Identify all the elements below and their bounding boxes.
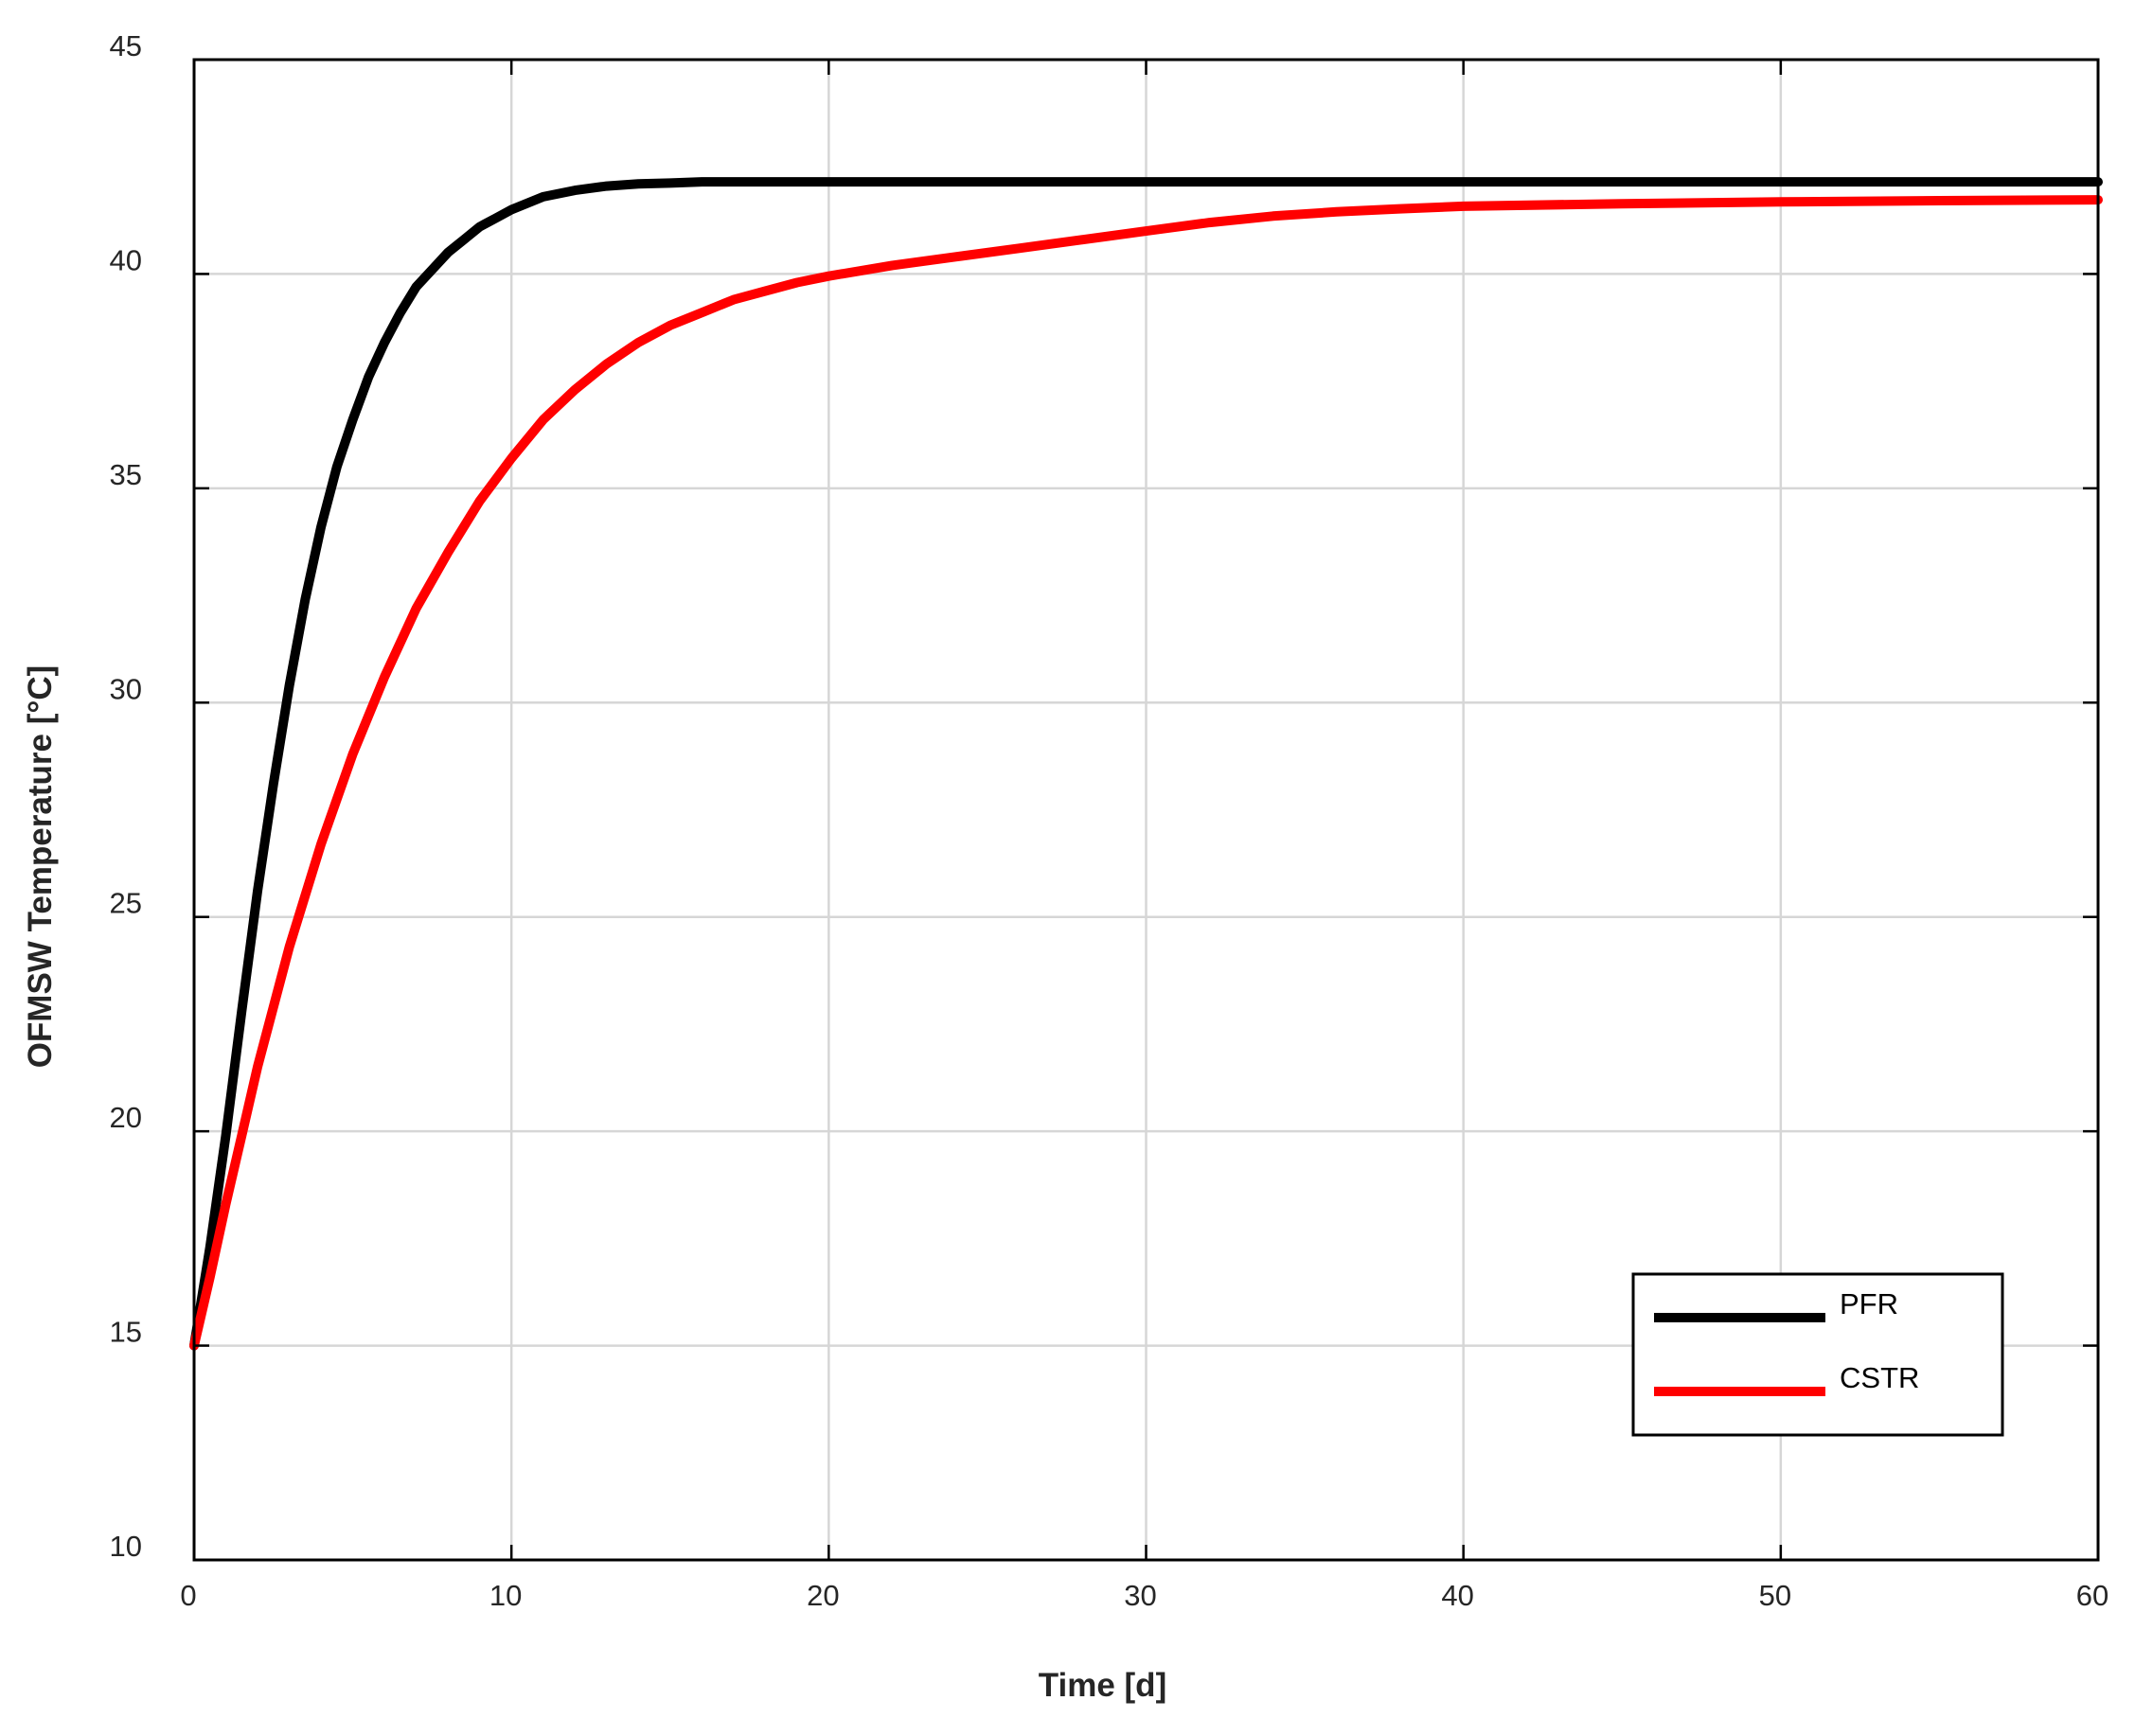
x-tick-label: 60 — [2076, 1579, 2108, 1612]
y-tick-label: 45 — [110, 29, 142, 62]
x-tick-label: 30 — [1124, 1579, 1156, 1612]
y-tick-label: 40 — [110, 243, 142, 276]
x-tick-label: 10 — [489, 1579, 522, 1612]
y-tick-label: 20 — [110, 1101, 142, 1134]
legend: PFR CSTR — [1631, 1272, 2004, 1437]
x-tick-labels: 0 10 20 30 40 50 60 — [180, 1579, 2108, 1612]
legend-label-cstr: CSTR — [1840, 1361, 1919, 1394]
legend-label-pfr: PFR — [1840, 1287, 1898, 1320]
x-tick-label: 40 — [1441, 1579, 1473, 1612]
grid-lines — [194, 60, 2098, 1560]
y-tick-label: 25 — [110, 887, 142, 920]
series-line-cstr — [189, 195, 2103, 1351]
series-line-pfr — [189, 177, 2103, 1351]
y-axis-title: OFMSW Temperature [°C] — [22, 665, 59, 1069]
x-tick-label: 0 — [180, 1579, 196, 1612]
series-lines — [189, 177, 2103, 1351]
x-tick-label: 20 — [807, 1579, 839, 1612]
y-tick-labels: 10 15 20 25 30 35 40 45 — [110, 29, 142, 1563]
tick-marks — [192, 58, 2100, 1562]
x-tick-label: 50 — [1759, 1579, 1791, 1612]
y-tick-label: 35 — [110, 458, 142, 491]
legend-box — [1631, 1272, 2004, 1437]
x-axis-title: Time [d] — [1039, 1667, 1166, 1704]
y-tick-label: 30 — [110, 672, 142, 705]
y-tick-label: 10 — [110, 1530, 142, 1563]
y-tick-label: 15 — [110, 1316, 142, 1349]
